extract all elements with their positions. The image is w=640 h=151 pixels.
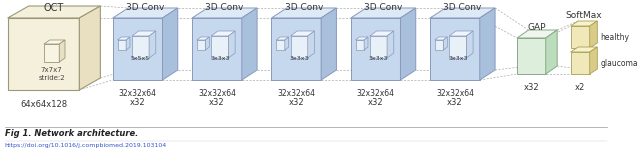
Polygon shape: [79, 6, 100, 90]
Text: https://doi.org/10.1016/j.compbiomed.2019.103104: https://doi.org/10.1016/j.compbiomed.201…: [4, 143, 167, 148]
Polygon shape: [291, 36, 308, 58]
Text: 3x3x3: 3x3x3: [448, 56, 468, 61]
Text: 32x32x64: 32x32x64: [118, 89, 157, 98]
Polygon shape: [589, 21, 597, 48]
Text: x32: x32: [447, 98, 463, 107]
Text: 32x32x64: 32x32x64: [436, 89, 474, 98]
Polygon shape: [132, 36, 149, 58]
Polygon shape: [356, 40, 364, 50]
Text: 3x3x3: 3x3x3: [369, 56, 388, 61]
Text: x32: x32: [524, 83, 540, 92]
Polygon shape: [435, 40, 444, 50]
Polygon shape: [163, 8, 178, 80]
Text: OCT: OCT: [44, 3, 64, 13]
Polygon shape: [291, 31, 314, 36]
Text: 3D Conv: 3D Conv: [126, 3, 164, 12]
Polygon shape: [370, 31, 394, 36]
Polygon shape: [467, 31, 473, 58]
Polygon shape: [571, 52, 589, 74]
Text: SoftMax: SoftMax: [566, 11, 602, 20]
Polygon shape: [118, 40, 126, 50]
Text: 32x32x64: 32x32x64: [277, 89, 316, 98]
Polygon shape: [8, 6, 100, 18]
Polygon shape: [356, 37, 368, 40]
Polygon shape: [205, 37, 209, 50]
Text: 64x64x128: 64x64x128: [20, 100, 67, 109]
Polygon shape: [285, 37, 289, 50]
Polygon shape: [276, 40, 285, 50]
Polygon shape: [60, 40, 65, 62]
Polygon shape: [276, 37, 289, 40]
Polygon shape: [113, 18, 163, 80]
Polygon shape: [271, 8, 337, 18]
Text: 32x32x64: 32x32x64: [198, 89, 236, 98]
Text: healthy: healthy: [600, 32, 629, 42]
Polygon shape: [444, 37, 447, 50]
Polygon shape: [571, 47, 597, 52]
Polygon shape: [546, 30, 557, 74]
Polygon shape: [571, 21, 597, 26]
Polygon shape: [480, 8, 495, 80]
Polygon shape: [387, 31, 394, 58]
Polygon shape: [197, 37, 209, 40]
Polygon shape: [364, 37, 368, 50]
Text: glaucoma: glaucoma: [600, 58, 638, 67]
Polygon shape: [44, 44, 60, 62]
Text: 5x5x5: 5x5x5: [131, 56, 150, 61]
Polygon shape: [126, 37, 130, 50]
Polygon shape: [192, 18, 242, 80]
Text: x2: x2: [575, 83, 585, 92]
Text: x32: x32: [368, 98, 383, 107]
Polygon shape: [351, 8, 416, 18]
Text: 32x32x64: 32x32x64: [356, 89, 395, 98]
Text: x32: x32: [289, 98, 304, 107]
Polygon shape: [211, 31, 235, 36]
Polygon shape: [118, 37, 130, 40]
Text: 3x3x3: 3x3x3: [289, 56, 309, 61]
Polygon shape: [517, 30, 557, 38]
Text: GAP: GAP: [528, 23, 547, 32]
Polygon shape: [321, 8, 337, 80]
Polygon shape: [351, 18, 401, 80]
Polygon shape: [197, 40, 205, 50]
Polygon shape: [370, 36, 387, 58]
Polygon shape: [44, 40, 65, 44]
Polygon shape: [242, 8, 257, 80]
Polygon shape: [211, 36, 228, 58]
Text: 7x7x7
stride:2: 7x7x7 stride:2: [38, 67, 65, 80]
Polygon shape: [192, 8, 257, 18]
Polygon shape: [308, 31, 314, 58]
Text: 3D Conv: 3D Conv: [444, 3, 482, 12]
Polygon shape: [449, 36, 467, 58]
Text: 3D Conv: 3D Conv: [205, 3, 244, 12]
Polygon shape: [430, 18, 480, 80]
Polygon shape: [430, 8, 495, 18]
Polygon shape: [517, 38, 546, 74]
Polygon shape: [449, 31, 473, 36]
Polygon shape: [435, 37, 447, 40]
Polygon shape: [8, 18, 79, 90]
Polygon shape: [571, 26, 589, 48]
Polygon shape: [401, 8, 416, 80]
Text: 3D Conv: 3D Conv: [285, 3, 323, 12]
Polygon shape: [149, 31, 156, 58]
Polygon shape: [132, 31, 156, 36]
Polygon shape: [271, 18, 321, 80]
Polygon shape: [113, 8, 178, 18]
Text: 3x3x3: 3x3x3: [210, 56, 230, 61]
Text: 3D Conv: 3D Conv: [364, 3, 403, 12]
Text: x32: x32: [130, 98, 145, 107]
Polygon shape: [228, 31, 235, 58]
Polygon shape: [589, 47, 597, 74]
Text: Fig 1. Network architecture.: Fig 1. Network architecture.: [4, 129, 138, 138]
Text: x32: x32: [209, 98, 225, 107]
